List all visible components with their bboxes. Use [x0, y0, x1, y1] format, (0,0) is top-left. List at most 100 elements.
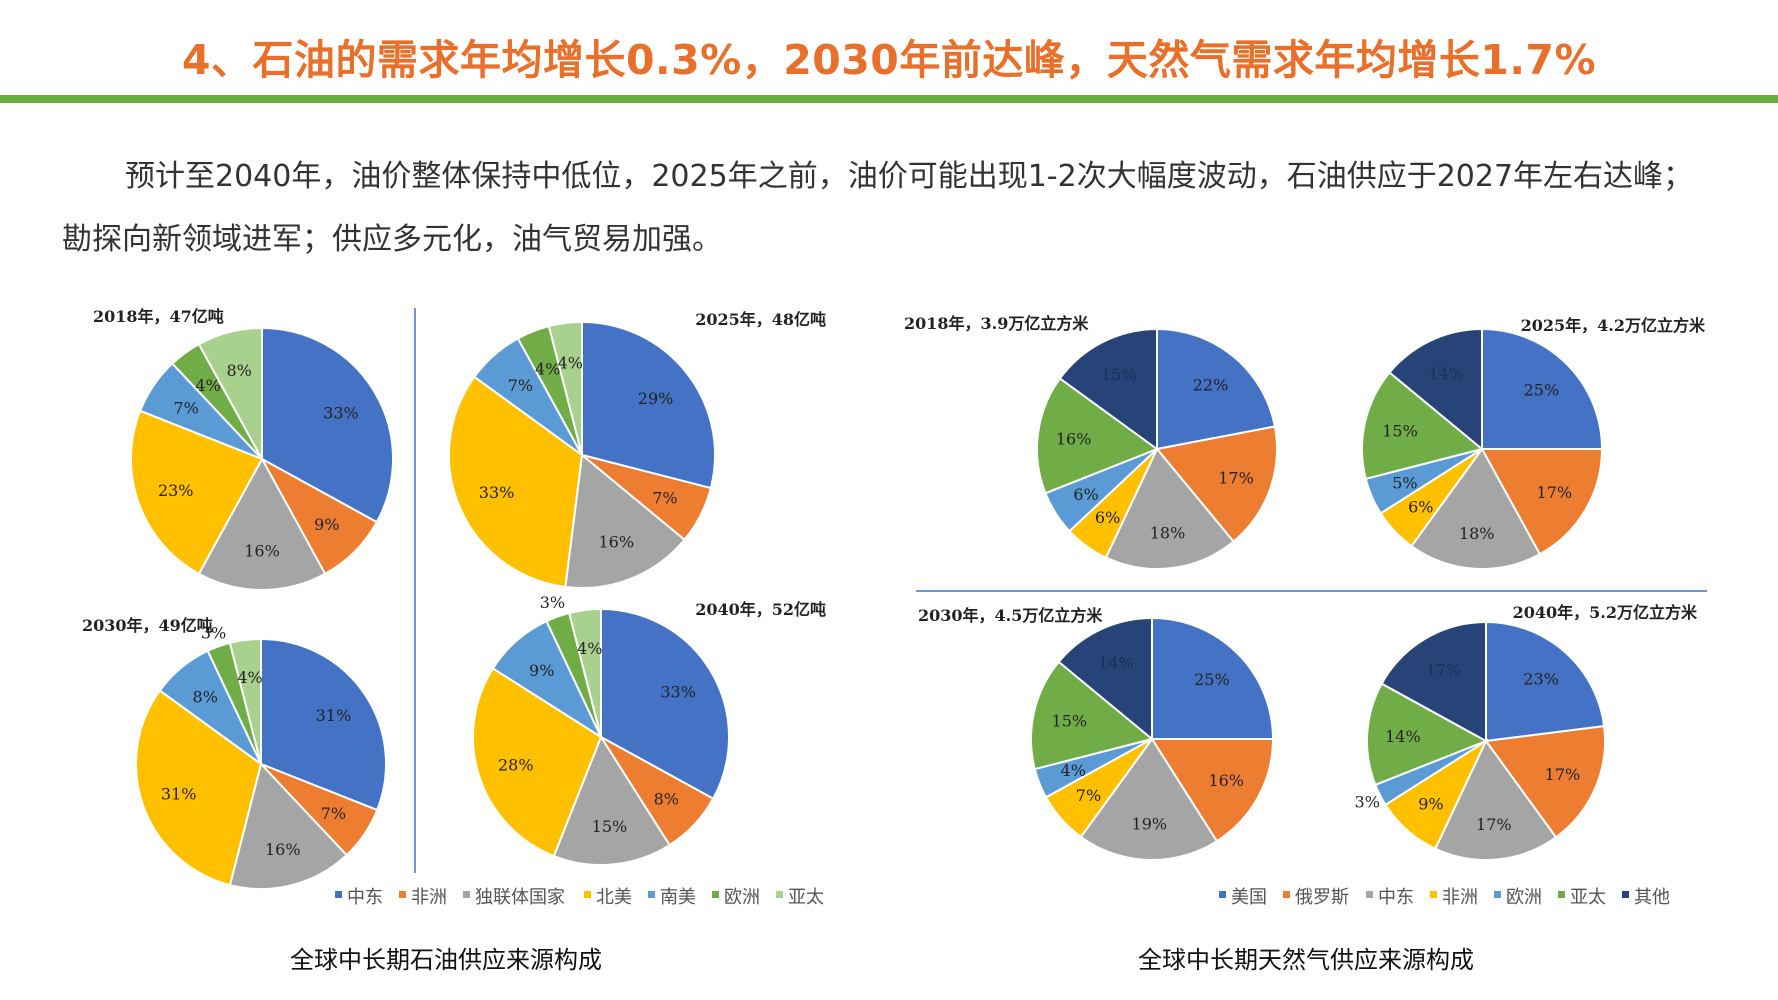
slice-data-label: 9%	[1418, 794, 1443, 813]
title-underline-bar	[0, 95, 1778, 103]
pie-slice-北美	[130, 409, 264, 576]
slice-data-label: 22%	[1193, 375, 1229, 394]
legend-swatch	[1283, 891, 1290, 898]
slice-data-label: 5%	[1392, 473, 1417, 492]
slice-data-label: 31%	[161, 785, 197, 804]
slice-data-label: 15%	[1101, 365, 1137, 384]
legend-label: 美国	[1231, 887, 1267, 908]
oil-pie-2: 31% 7% 16% 31% 8% 3% 4% 2030年，49亿吨	[82, 616, 387, 890]
pie-title: 2018年，47亿吨	[93, 307, 224, 326]
pie-title: 2030年，49亿吨	[82, 616, 213, 635]
slice-data-label: 31%	[316, 706, 352, 725]
pie-title: 2030年，4.5万亿立方米	[918, 606, 1103, 625]
pie-slice-中东	[261, 326, 394, 524]
oil-pie-1: 29%7%16%33%7%4%4%2025年，48亿吨	[448, 310, 826, 589]
slice-data-label: 8%	[654, 789, 679, 808]
legend-label: 欧洲	[724, 887, 760, 908]
slice-data-label: 25%	[1524, 381, 1560, 400]
pie-slice-北美	[135, 689, 263, 887]
legend-swatch	[463, 891, 470, 898]
legend-label: 南美	[660, 887, 696, 908]
oil-pie-0: 33% 9% 16% 23% 7% 4% 8% 2018年，47亿吨	[93, 307, 394, 591]
slice-data-label: 19%	[1132, 815, 1168, 834]
pie-slice-中东	[581, 320, 716, 490]
legend-item: 非洲	[1430, 887, 1478, 908]
pie-slice-中东	[1079, 737, 1219, 861]
slice-data-label: 16%	[1208, 771, 1244, 790]
pie-slice-亚太	[228, 637, 262, 765]
slice-data-label: 16%	[598, 533, 634, 552]
pie-slice-俄罗斯	[1480, 448, 1604, 556]
slice-data-label: 8%	[193, 688, 218, 707]
legend-item: 独联体国家	[463, 887, 565, 908]
slide-title: 4、石油的需求年均增长0.3%，2030年前达峰，天然气需求年均增长1.7%	[181, 36, 1597, 84]
legend-item: 其他	[1622, 887, 1670, 908]
oil-caption: 全球中长期石油供应来源构成	[290, 946, 602, 974]
legend-label: 非洲	[1442, 887, 1478, 908]
slice-data-label: 4%	[195, 376, 220, 395]
pie-title: 2025年，4.2万亿立方米	[1521, 316, 1706, 335]
gas-pie-2: 25% 16% 19% 7% 4% 15% 14% 2030年，4.5万亿立方米	[918, 606, 1275, 861]
slice-data-label: 18%	[1459, 524, 1495, 543]
gas-pie-3: 23% 17% 17% 9% 3% 14% 17% 2040年，5.2万亿立方米	[1355, 603, 1698, 861]
slice-data-label: 17%	[1537, 483, 1573, 502]
slice-data-label: 4%	[558, 354, 583, 373]
legend-swatch	[1219, 891, 1226, 898]
pie-slice-中东	[600, 607, 730, 801]
pie-slice-其他	[1057, 616, 1153, 742]
slice-data-label: 3%	[1355, 793, 1380, 812]
pie-slice-亚太	[1030, 660, 1155, 771]
pie-title: 2018年，3.9万亿立方米	[904, 314, 1089, 333]
legend-item: 中东	[335, 887, 383, 908]
gas-pie-0: 22% 17% 18% 6% 6% 16% 15% 2018年，3.9万亿立方米	[904, 314, 1278, 570]
pie-slice-其他	[1058, 327, 1158, 451]
legend-swatch	[648, 891, 655, 898]
slice-data-label: 14%	[1098, 653, 1134, 672]
gas-pie-1: 25% 17% 18% 6% 5% 15% 14% 2025年，4.2万亿立方米	[1361, 316, 1706, 570]
slice-data-label: 6%	[1408, 498, 1433, 517]
pie-slice-美国	[1151, 616, 1275, 740]
legend-swatch	[584, 891, 591, 898]
summary-paragraph: 预计至2040年，油价整体保持中低位，2025年之前，油价可能出现1-2次大幅度…	[62, 159, 1694, 257]
slice-data-label: 15%	[1382, 422, 1418, 441]
legend-swatch	[776, 891, 783, 898]
slice-data-label: 4%	[1061, 761, 1086, 780]
legend-label: 独联体国家	[475, 887, 565, 908]
slice-data-label: 4%	[237, 668, 262, 687]
slice-data-label: 15%	[1052, 712, 1088, 731]
pie-slice-亚太	[1036, 377, 1160, 495]
legend-swatch	[1366, 891, 1373, 898]
slice-data-label: 17%	[1476, 815, 1512, 834]
legend-item: 南美	[648, 887, 696, 908]
legend-label: 非洲	[411, 887, 447, 908]
slice-data-label: 9%	[529, 661, 554, 680]
slice-data-label: 23%	[1523, 670, 1559, 689]
pie-slice-亚太	[197, 326, 263, 460]
slice-data-label: 33%	[479, 483, 515, 502]
legend-swatch	[1430, 891, 1437, 898]
slice-data-label: 17%	[1545, 765, 1581, 784]
slice-data-label: 15%	[592, 817, 628, 836]
slice-data-label: 3%	[201, 623, 226, 642]
legend-item: 北美	[584, 887, 632, 908]
legend-swatch	[1558, 891, 1565, 898]
legend-label: 中东	[347, 887, 383, 908]
slice-data-label: 16%	[265, 840, 301, 859]
slice-data-label: 33%	[660, 682, 696, 701]
slice-data-label: 7%	[321, 804, 346, 823]
pie-slice-亚太	[1366, 682, 1489, 787]
slice-data-label: 9%	[314, 515, 339, 534]
legend-swatch	[1494, 891, 1501, 898]
pie-slice-北美	[448, 375, 584, 589]
slice-data-label: 14%	[1428, 364, 1464, 383]
legend-item: 欧洲	[1494, 887, 1542, 908]
pie-slice-独联体国家	[552, 734, 671, 866]
pie-slice-独联体国家	[197, 456, 327, 591]
pie-slice-美国	[1481, 327, 1604, 450]
pie-slice-亚太	[547, 320, 583, 456]
pie-slice-中东	[1104, 447, 1235, 570]
slice-data-label: 7%	[173, 398, 198, 417]
legend-swatch	[712, 891, 719, 898]
legend-item: 美国	[1219, 887, 1267, 908]
